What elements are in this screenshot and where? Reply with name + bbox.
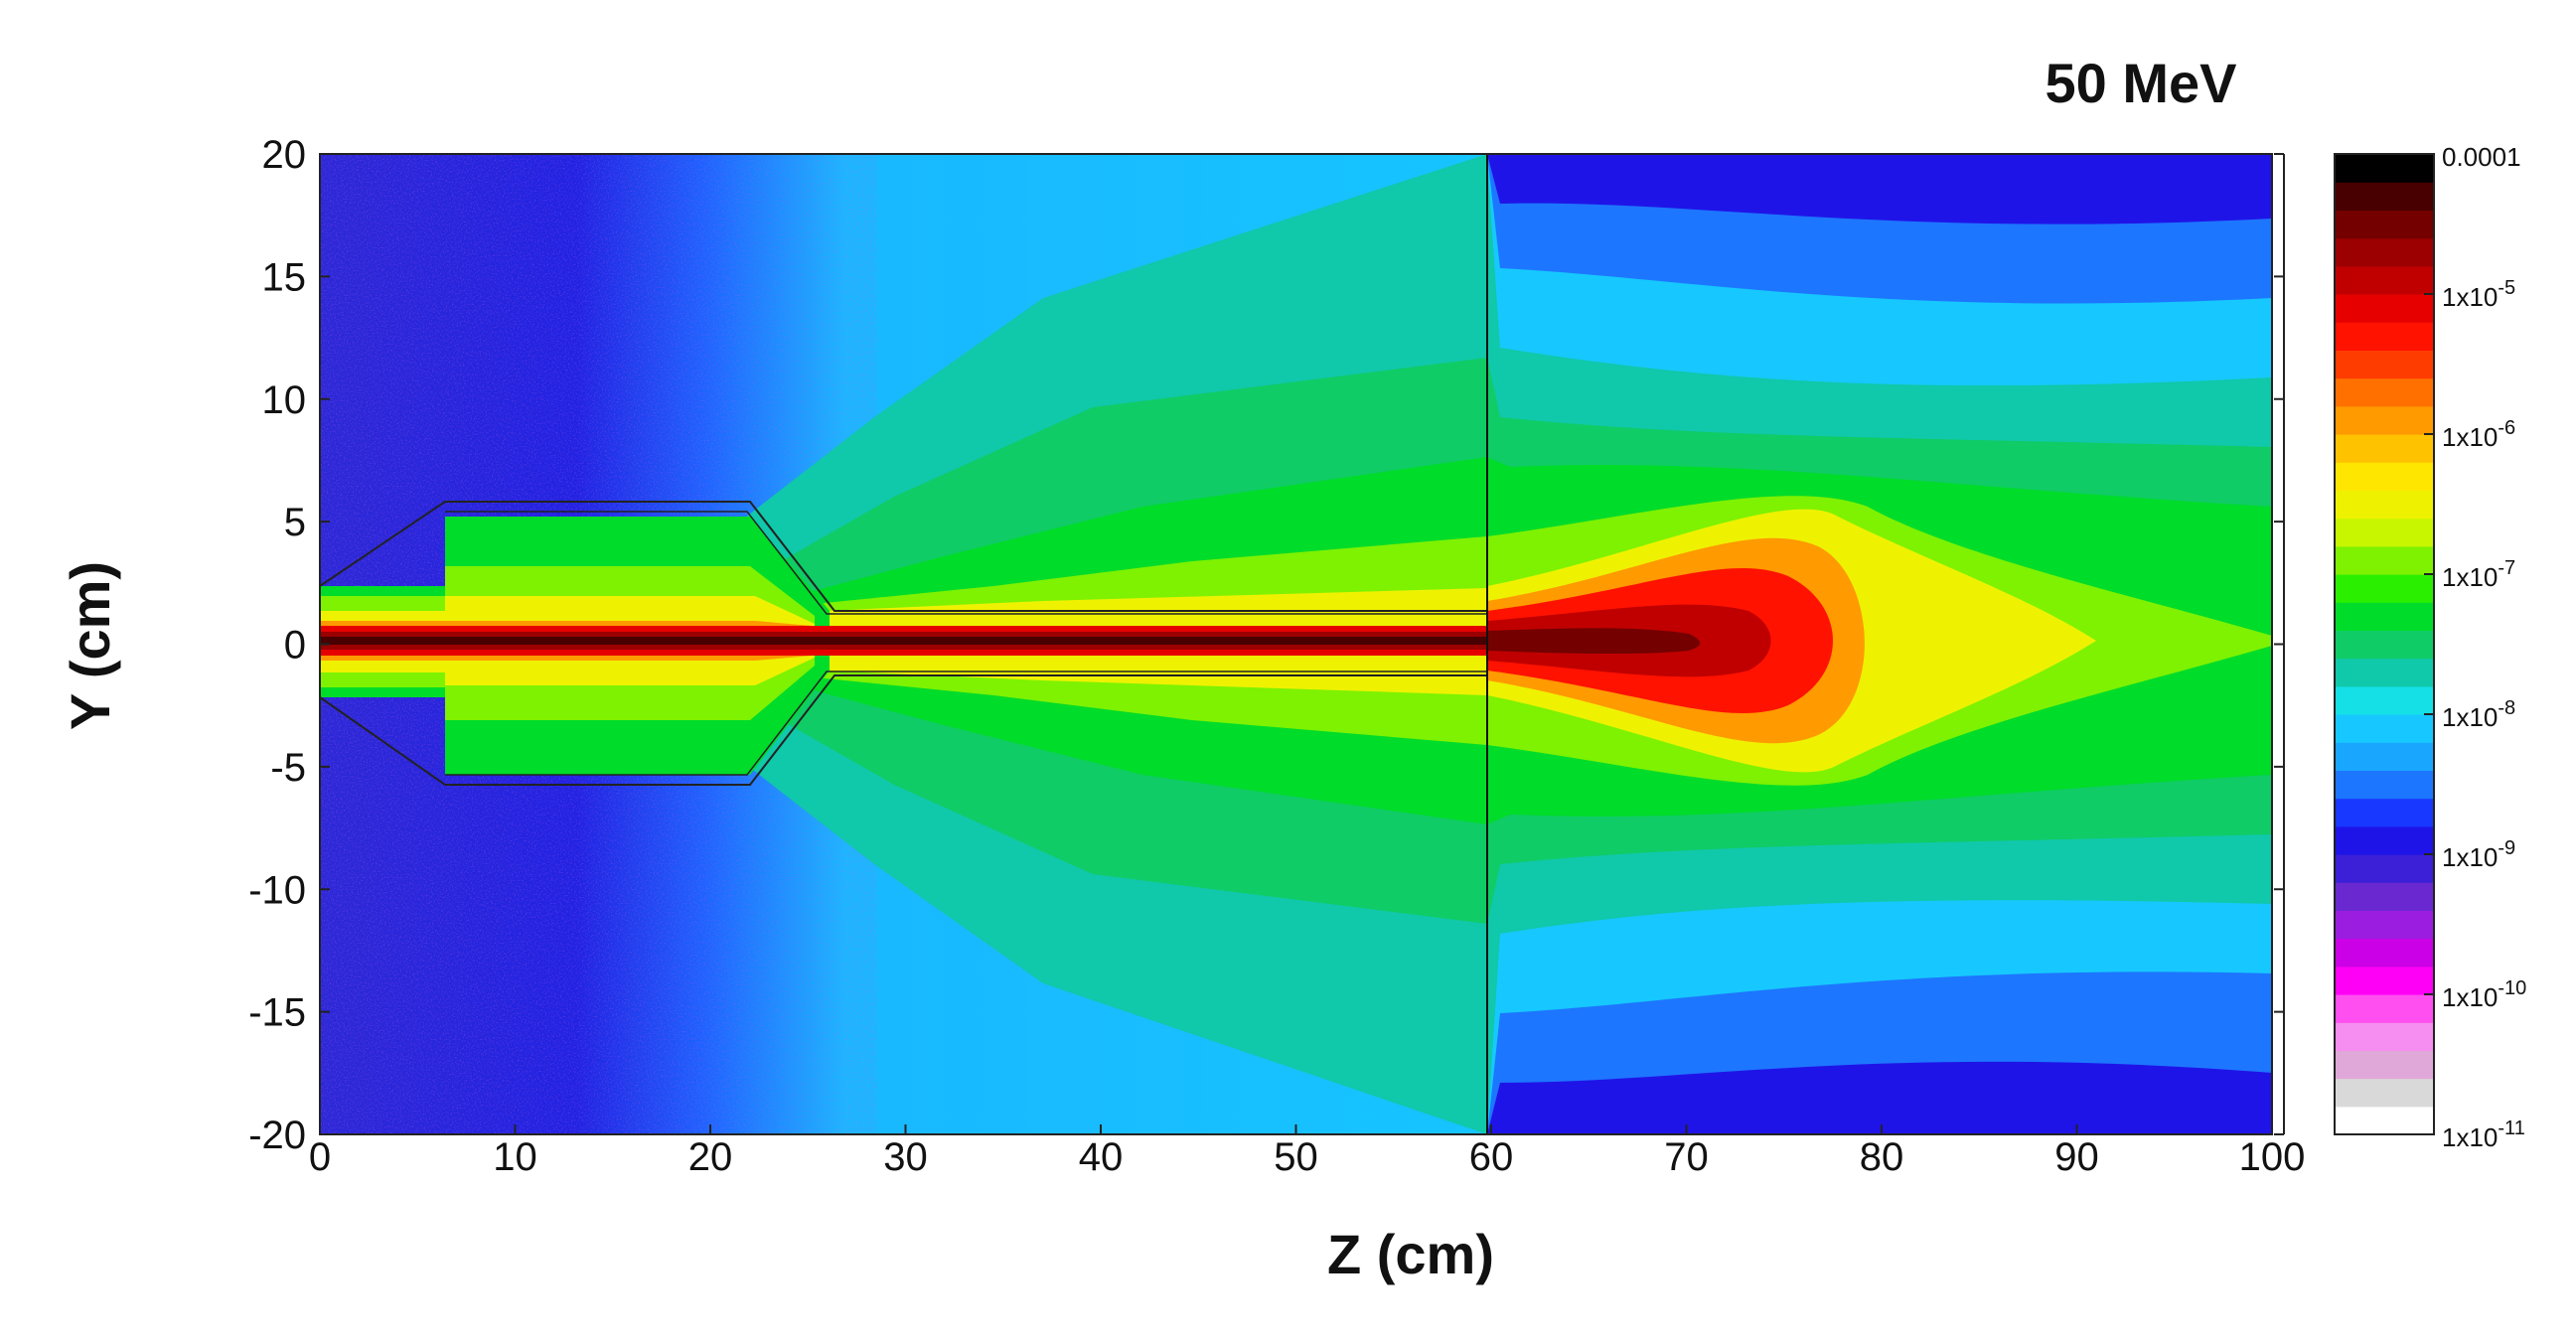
beam-dark-core bbox=[320, 637, 1487, 645]
y-tick-label: 0 bbox=[284, 624, 306, 668]
phantom-core bbox=[1487, 628, 1701, 655]
colorbar-swatch bbox=[2335, 545, 2434, 575]
collimator-outline-top bbox=[320, 501, 1487, 612]
x-tick-label: 80 bbox=[1860, 1135, 1904, 1179]
region-collimator bbox=[320, 154, 1487, 1134]
colorbar-swatch bbox=[2335, 658, 2434, 687]
colorbar-swatch bbox=[2335, 490, 2434, 520]
collimator-outline-bottom bbox=[320, 674, 1487, 786]
y-tick-label: -5 bbox=[270, 746, 306, 790]
colorbar-swatch bbox=[2335, 434, 2434, 463]
y-tick-label: 5 bbox=[284, 501, 306, 544]
colorbar-swatch bbox=[2335, 265, 2434, 295]
x-tick-label: 100 bbox=[2239, 1135, 2306, 1179]
colorbar-swatch bbox=[2335, 1078, 2434, 1108]
colorbar-swatch bbox=[2335, 322, 2434, 351]
colorbar-swatch bbox=[2335, 462, 2434, 491]
colorbar-label: 1x10-7 bbox=[2442, 557, 2515, 592]
colorbar-swatch bbox=[2335, 966, 2434, 995]
colorbar-label: 1x10-9 bbox=[2442, 837, 2515, 872]
colorbar-label: 1x10-5 bbox=[2442, 277, 2515, 312]
collimator-outline-bottom-inner bbox=[445, 670, 1487, 776]
colorbar-swatch bbox=[2335, 210, 2434, 239]
collimator-outline-top-inner bbox=[445, 511, 1487, 615]
y-tick-label: 10 bbox=[262, 378, 307, 422]
colorbar-swatch bbox=[2335, 854, 2434, 883]
colorbar-swatch bbox=[2335, 294, 2434, 323]
x-axis: 0 10 20 30 40 50 60 70 80 90 100 bbox=[309, 1124, 2306, 1179]
colorbar-swatch bbox=[2335, 742, 2434, 771]
colorbar-swatch bbox=[2335, 574, 2434, 603]
y-axis: 20 15 10 5 0 -5 -10 -15 -20 bbox=[248, 133, 2284, 1157]
colorbar: 0.0001 1x10-5 1x10-6 1x10-7 1x10-8 1x10-9 1x10… bbox=[2334, 142, 2526, 1152]
y-tick-label: 20 bbox=[262, 133, 307, 177]
colorbar-swatch bbox=[2335, 770, 2434, 800]
colorbar-label: 1x10-11 bbox=[2442, 1118, 2525, 1152]
y-tick-label: -15 bbox=[248, 991, 306, 1035]
x-tick-label: 0 bbox=[309, 1135, 331, 1179]
colorbar-swatch bbox=[2335, 154, 2434, 183]
chart-title: 50 MeV bbox=[2046, 52, 2237, 114]
colorbar-frame bbox=[2334, 153, 2435, 1135]
colorbar-swatch bbox=[2335, 685, 2434, 715]
colorbar-label: 1x10-6 bbox=[2442, 417, 2515, 452]
colorbar-swatch bbox=[2335, 1022, 2434, 1051]
colorbar-swatch bbox=[2335, 825, 2434, 855]
colorbar-swatch bbox=[2335, 182, 2434, 211]
y-axis-title: Y (cm) bbox=[59, 561, 121, 730]
colorbar-swatch bbox=[2335, 602, 2434, 631]
colorbar-swatch bbox=[2335, 1106, 2434, 1135]
x-axis-title: Z (cm) bbox=[1327, 1223, 1494, 1285]
x-tick-label: 10 bbox=[493, 1135, 537, 1179]
x-tick-label: 50 bbox=[1274, 1135, 1318, 1179]
colorbar-swatch bbox=[2335, 377, 2434, 407]
colorbar-swatch bbox=[2335, 405, 2434, 435]
colorbar-swatch bbox=[2335, 994, 2434, 1023]
plot-area bbox=[319, 153, 2285, 1135]
colorbar-swatch bbox=[2335, 350, 2434, 379]
colorbar-label: 1x10-8 bbox=[2442, 697, 2515, 732]
y-tick-label: -20 bbox=[248, 1114, 306, 1157]
colorbar-label: 0.0001 bbox=[2442, 142, 2521, 172]
region-phantom bbox=[1487, 154, 2272, 1134]
colorbar-swatch bbox=[2335, 237, 2434, 267]
colorbar-swatch bbox=[2335, 938, 2434, 968]
colorbar-label: 1x10-10 bbox=[2442, 977, 2526, 1012]
x-tick-label: 20 bbox=[688, 1135, 733, 1179]
colorbar-swatch bbox=[2335, 882, 2434, 911]
y-tick-label: 15 bbox=[262, 255, 307, 299]
y-tick-label: -10 bbox=[248, 868, 306, 912]
colorbar-swatch bbox=[2335, 518, 2434, 547]
x-tick-label: 30 bbox=[883, 1135, 928, 1179]
x-tick-label: 40 bbox=[1079, 1135, 1124, 1179]
x-tick-label: 90 bbox=[2054, 1135, 2099, 1179]
colorbar-swatch bbox=[2335, 910, 2434, 940]
x-tick-label: 70 bbox=[1664, 1135, 1709, 1179]
colorbar-swatch bbox=[2335, 714, 2434, 743]
colorbar-swatch bbox=[2335, 798, 2434, 827]
colorbar-swatch bbox=[2335, 1050, 2434, 1080]
colorbar-swatch bbox=[2335, 630, 2434, 660]
x-tick-label: 60 bbox=[1469, 1135, 1514, 1179]
